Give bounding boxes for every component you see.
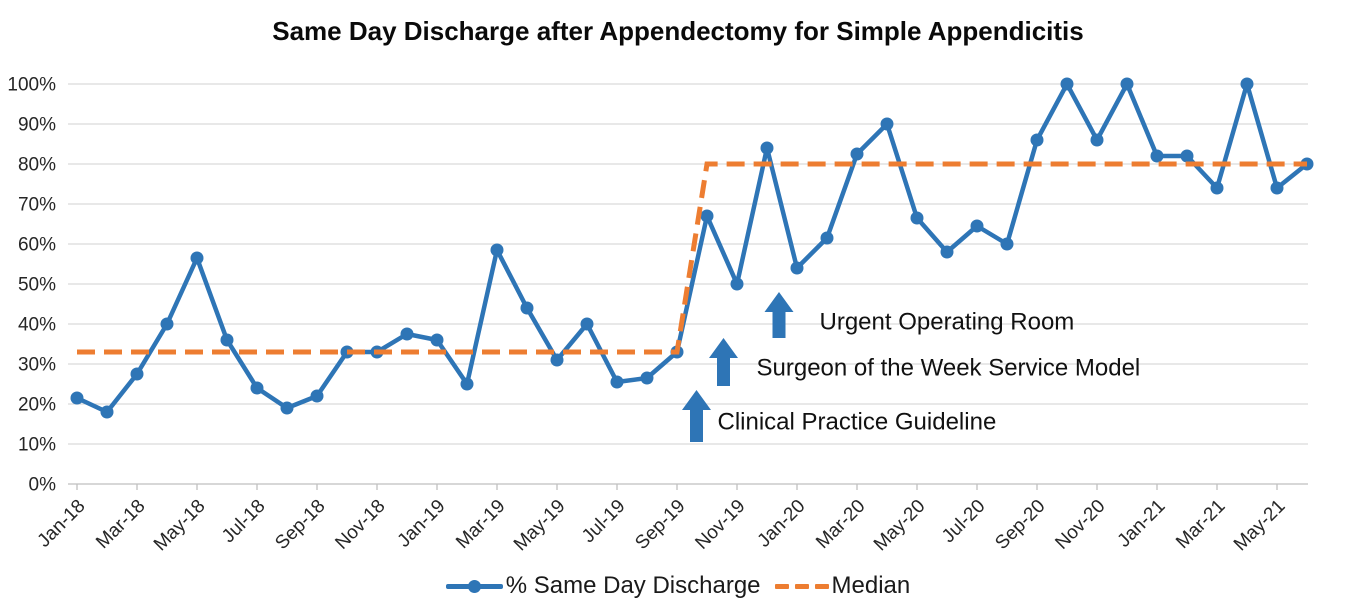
x-tick-label: Sep-20: [991, 496, 1049, 554]
data-point-marker: [970, 219, 984, 233]
x-tick-label: Jan-18: [34, 496, 90, 552]
data-point-marker: [100, 405, 114, 419]
series-median: [77, 161, 1307, 355]
series-same-day-discharge: [70, 77, 1314, 419]
y-tick-label: 70%: [18, 195, 56, 216]
data-point-marker: [1060, 77, 1074, 91]
data-point-marker: [220, 333, 234, 347]
data-point-marker: [1030, 133, 1044, 147]
x-tick-label: May-19: [510, 496, 570, 556]
y-tick-label: 20%: [18, 395, 56, 416]
x-tick-label: May-18: [150, 496, 210, 556]
y-tick-label: 50%: [18, 275, 56, 296]
x-tick-label: Jan-21: [1114, 496, 1170, 552]
x-tick-label: Mar-18: [92, 496, 149, 553]
data-point-marker: [1180, 149, 1194, 163]
median-line: [77, 161, 1307, 355]
x-tick-label: May-20: [870, 496, 930, 556]
data-point-marker: [130, 367, 144, 381]
annotation-label: Urgent Operating Room: [820, 309, 1075, 336]
chart-title: Same Day Discharge after Appendectomy fo…: [272, 16, 1084, 46]
data-point-marker: [310, 389, 324, 403]
x-tick-label: Jul-18: [218, 496, 269, 547]
data-point-marker: [1090, 133, 1104, 147]
data-point-marker: [190, 251, 204, 265]
data-point-marker: [580, 317, 594, 331]
data-point-marker: [460, 377, 474, 391]
x-tick-label: Mar-20: [812, 496, 869, 553]
data-point-marker: [550, 353, 564, 367]
data-point-marker: [430, 333, 444, 347]
data-point-marker: [760, 141, 774, 155]
median-dash-swatch-icon: [774, 583, 829, 589]
annotation-arrow-icon: [764, 292, 794, 338]
data-point-marker: [790, 261, 804, 275]
data-point-marker: [820, 231, 834, 245]
annotation-label: Surgeon of the Week Service Model: [757, 355, 1141, 382]
x-tick-label: Mar-19: [452, 496, 509, 553]
data-point-marker: [1000, 237, 1014, 251]
data-point-marker: [880, 117, 894, 131]
x-tick-label: Jul-20: [938, 496, 989, 547]
legend-item-median: Median: [774, 572, 911, 600]
x-tick-label: Sep-19: [631, 496, 689, 554]
annotations: Clinical Practice Guideline Surgeon of th…: [682, 292, 1140, 442]
y-tick-label: 30%: [18, 355, 56, 376]
data-point-marker: [250, 381, 264, 395]
data-point-marker: [850, 147, 864, 161]
y-tick-label: 0%: [29, 475, 57, 496]
data-point-marker: [1120, 77, 1134, 91]
y-tick-label: 60%: [18, 235, 56, 256]
data-point-marker: [730, 277, 744, 291]
y-tick-label: 100%: [7, 75, 56, 96]
data-point-marker: [400, 327, 414, 341]
legend: % Same Day Discharge Median: [0, 572, 1356, 600]
y-axis: 0% 10% 20% 30% 40% 50% 60% 70% 80% 90% 100%: [7, 75, 56, 496]
x-tick-label: Sep-18: [271, 496, 329, 554]
data-point-marker: [1270, 181, 1284, 195]
legend-label-same-day-discharge: % Same Day Discharge: [505, 572, 761, 599]
data-point-marker: [910, 211, 924, 225]
y-tick-label: 90%: [18, 115, 56, 136]
data-point-marker: [700, 209, 714, 223]
data-point-marker: [1240, 77, 1254, 91]
y-tick-label: 80%: [18, 155, 56, 176]
legend-item-same-day-discharge: % Same Day Discharge: [445, 572, 761, 600]
x-tick-label: Mar-21: [1172, 496, 1229, 553]
x-tick-label: Nov-18: [331, 496, 389, 554]
annotation-arrow-icon: [709, 338, 738, 386]
data-point-marker: [520, 301, 534, 315]
data-point-marker: [70, 391, 84, 405]
data-point-marker: [610, 375, 624, 389]
x-tick-label: May-21: [1230, 496, 1290, 556]
x-tick-label: Jul-19: [578, 496, 629, 547]
x-tick-label: Jan-19: [394, 496, 450, 552]
data-point-marker: [640, 371, 654, 385]
data-point-marker: [280, 401, 294, 415]
annotation-arrow-icon: [682, 390, 711, 442]
data-point-marker: [490, 243, 504, 257]
data-point-marker: [940, 245, 954, 259]
y-tick-label: 40%: [18, 315, 56, 336]
annotation-label: Clinical Practice Guideline: [718, 409, 997, 436]
x-tick-label: Nov-19: [691, 496, 749, 554]
series-line-swatch-icon: [445, 579, 503, 593]
legend-label-median: Median: [831, 572, 911, 599]
data-point-marker: [1150, 149, 1164, 163]
x-tick-label: Jan-20: [754, 496, 810, 552]
series-marker-swatch-icon: [467, 579, 481, 593]
data-point-marker: [1210, 181, 1224, 195]
data-point-marker: [160, 317, 174, 331]
x-axis: Jan-18 Mar-18 May-18 Jul-18 Sep-18 Nov-18 Jan-…: [34, 483, 1308, 556]
y-tick-label: 10%: [18, 435, 56, 456]
x-tick-label: Nov-20: [1051, 496, 1109, 554]
